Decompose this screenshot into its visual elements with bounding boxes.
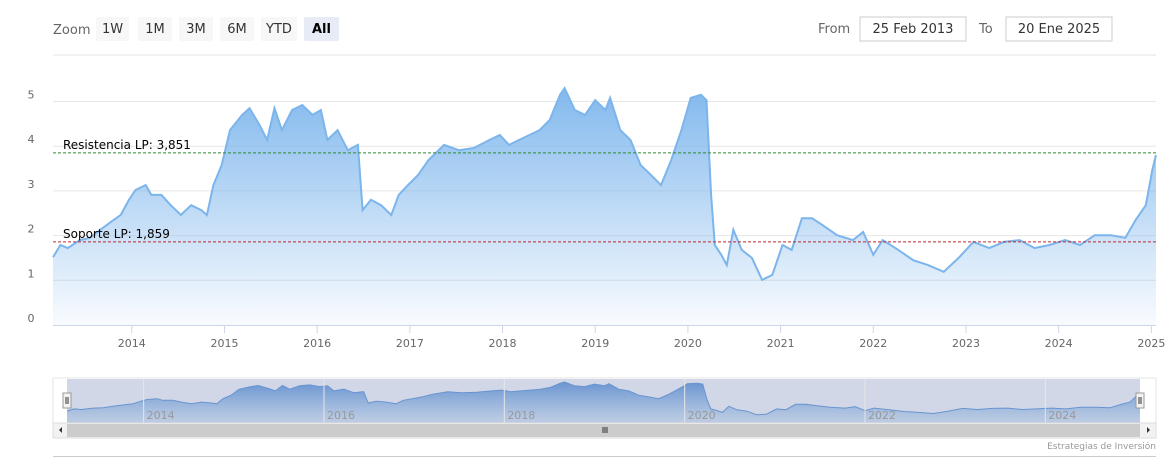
range-button-label: 1M	[145, 22, 165, 37]
zoom-label: Zoom	[53, 23, 90, 38]
support-label: Soporte LP: 1,859	[63, 227, 170, 241]
x-tick-label: 2019	[581, 337, 609, 350]
range-button-ytd[interactable]: YTD	[261, 17, 297, 41]
range-button-6m[interactable]: 6M	[220, 17, 254, 41]
navigator-series	[67, 382, 1140, 423]
x-tick-label: 2021	[767, 337, 795, 350]
navigator-tick-label: 2020	[688, 409, 716, 422]
price-line	[52, 86, 1157, 282]
y-tick-label: 1	[28, 267, 35, 280]
to-date-value: 20 Ene 2025	[1018, 22, 1100, 37]
range-button-label: YTD	[265, 22, 292, 37]
to-date-input[interactable]: 20 Ene 2025	[1005, 16, 1113, 42]
y-tick-label: 5	[28, 89, 35, 102]
y-tick-label: 2	[28, 223, 35, 236]
x-tick-label: 2016	[303, 337, 331, 350]
navigator-tick-label: 2014	[147, 409, 175, 422]
scroll-left-arrow-icon[interactable]	[59, 427, 62, 433]
y-tick-label: 3	[28, 178, 35, 191]
from-label: From	[818, 22, 850, 37]
range-button-all[interactable]: All	[304, 17, 339, 41]
y-tick-label: 0	[28, 312, 35, 325]
navigator-line	[66, 381, 1141, 416]
x-tick-label: 2014	[118, 337, 146, 350]
scroll-right-arrow-icon[interactable]	[1147, 427, 1150, 433]
x-tick-label: 2025	[1137, 337, 1165, 350]
x-tick-label: 2015	[210, 337, 238, 350]
range-button-label: 1W	[102, 22, 123, 37]
range-button-1m[interactable]: 1M	[138, 17, 172, 41]
navigator-tick-label: 2022	[868, 409, 896, 422]
credits[interactable]: Estrategias de Inversión	[1047, 441, 1156, 452]
scrollbar[interactable]	[52, 422, 1157, 439]
range-button-label: All	[312, 22, 331, 37]
x-tick-label: 2018	[489, 337, 517, 350]
navigator-mask	[67, 379, 1140, 423]
x-tick-label: 2022	[859, 337, 887, 350]
navigator-tick-label: 2016	[327, 409, 355, 422]
navigator[interactable]: 2014 2016 2018 2020 2022 2024	[52, 377, 1157, 424]
x-tick-label: 2024	[1045, 337, 1073, 350]
x-tick-label: 2017	[396, 337, 424, 350]
range-button-1w[interactable]: 1W	[96, 17, 129, 41]
from-date-input[interactable]: 25 Feb 2013	[859, 16, 967, 42]
range-button-3m[interactable]: 3M	[179, 17, 213, 41]
resistance-label: Resistencia LP: 3,851	[63, 138, 191, 152]
navigator-tick-label: 2024	[1048, 409, 1076, 422]
price-area	[53, 88, 1156, 325]
navigator-tick-label: 2018	[507, 409, 535, 422]
y-tick-label: 4	[28, 133, 35, 146]
scrollbar-grip-icon	[602, 427, 608, 433]
navigator-handle-left[interactable]	[62, 392, 72, 409]
from-date-value: 25 Feb 2013	[873, 22, 954, 37]
x-tick-label: 2023	[952, 337, 980, 350]
range-button-label: 3M	[186, 22, 206, 37]
x-tick-label: 2020	[674, 337, 702, 350]
to-label: To	[978, 22, 993, 37]
range-button-label: 6M	[227, 22, 247, 37]
navigator-handle-right[interactable]	[1135, 392, 1145, 409]
